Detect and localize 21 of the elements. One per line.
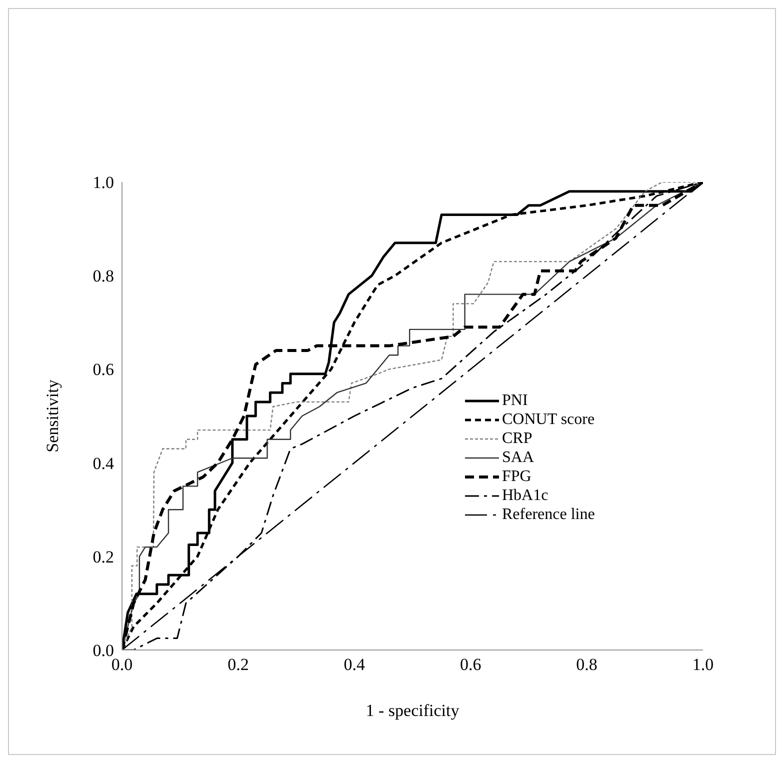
y-tick-label: 0.8: [92, 266, 114, 286]
x-tick-label: 0.2: [228, 655, 249, 674]
legend-label: CONUT score: [502, 410, 595, 429]
x-tick-label: 0.6: [460, 655, 482, 674]
x-tick-label: 0.0: [111, 655, 133, 674]
legend-label: CRP: [502, 429, 532, 448]
y-tick-label: 0.4: [92, 454, 114, 473]
x-tick-label: 1.0: [692, 655, 714, 674]
y-axis-title: Sensitivity: [43, 379, 62, 452]
legend-label: HbA1c: [502, 486, 548, 505]
y-tick-label: 0.0: [92, 641, 114, 660]
legend-label: SAA: [502, 448, 534, 467]
legend-label: Reference line: [502, 505, 595, 524]
y-tick-label: 0.6: [92, 360, 114, 380]
x-tick-label: 0.8: [576, 655, 598, 674]
y-tick-label: 1.0: [92, 173, 114, 192]
legend-label: FPG: [502, 467, 532, 486]
legend-label: PNI: [502, 391, 528, 410]
x-axis-title: 1 - specificity: [366, 701, 460, 720]
x-tick-label: 0.4: [344, 655, 366, 674]
y-tick-label: 0.2: [92, 547, 114, 566]
